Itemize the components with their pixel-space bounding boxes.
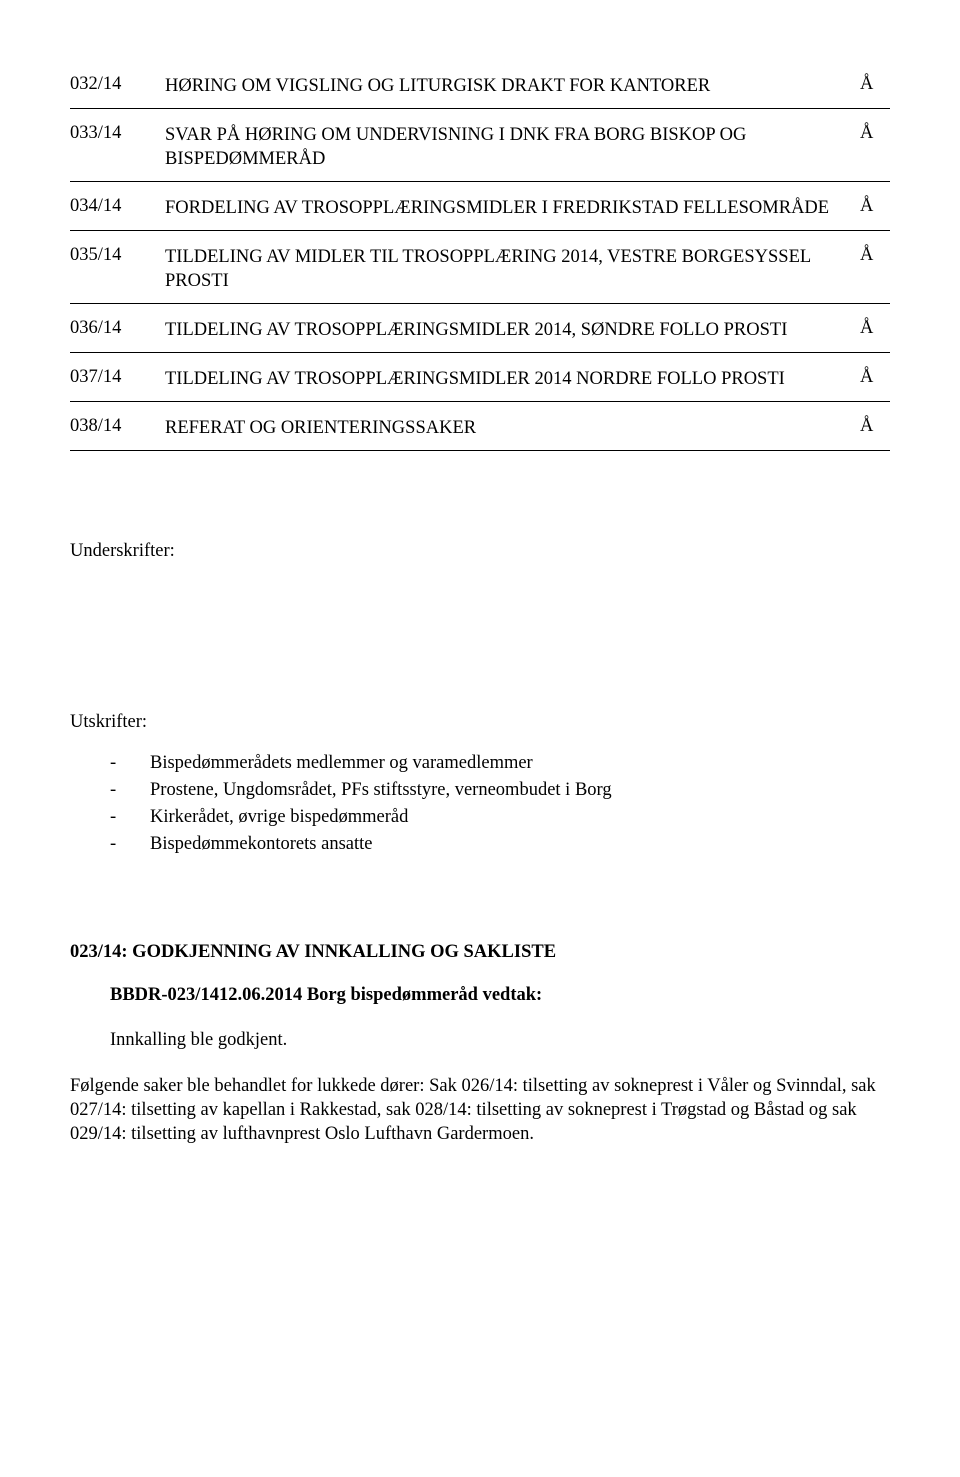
bullet-dash: -	[110, 778, 150, 803]
agenda-number: 038/14	[70, 416, 165, 440]
agenda-mark: Å	[860, 367, 890, 391]
agenda-number: 032/14	[70, 74, 165, 98]
agenda-number: 036/14	[70, 318, 165, 342]
agenda-title: TILDELING AV TROSOPPLÆRINGSMIDLER 2014, …	[165, 318, 860, 342]
agenda-mark: Å	[860, 416, 890, 440]
agenda-title: TILDELING AV MIDLER TIL TROSOPPLÆRING 20…	[165, 245, 860, 293]
agenda-mark: Å	[860, 196, 890, 220]
agenda-title: SVAR PÅ HØRING OM UNDERVISNING I DNK FRA…	[165, 123, 860, 171]
agenda-row: 037/14 TILDELING AV TROSOPPLÆRINGSMIDLER…	[70, 353, 890, 402]
list-item-text: Bispedømmerådets medlemmer og varamedlem…	[150, 751, 533, 776]
section-heading: 023/14: GODKJENNING AV INNKALLING OG SAK…	[70, 942, 890, 963]
agenda-number: 033/14	[70, 123, 165, 171]
agenda-number: 034/14	[70, 196, 165, 220]
bullet-dash: -	[110, 751, 150, 776]
agenda-row: 034/14 FORDELING AV TROSOPPLÆRINGSMIDLER…	[70, 182, 890, 231]
agenda-row: 036/14 TILDELING AV TROSOPPLÆRINGSMIDLER…	[70, 304, 890, 353]
agenda-mark: Å	[860, 74, 890, 98]
agenda-mark: Å	[860, 245, 890, 293]
list-item: - Bispedømmerådets medlemmer og varamedl…	[110, 751, 890, 776]
agenda-title: FORDELING AV TROSOPPLÆRINGSMIDLER I FRED…	[165, 196, 860, 220]
agenda-mark: Å	[860, 318, 890, 342]
utskrifter-list: - Bispedømmerådets medlemmer og varamedl…	[110, 751, 890, 857]
paragraph: Følgende saker ble behandlet for lukkede…	[70, 1074, 890, 1146]
list-item: - Kirkerådet, øvrige bispedømmeråd	[110, 805, 890, 830]
list-item-text: Kirkerådet, øvrige bispedømmeråd	[150, 805, 408, 830]
agenda-row: 032/14 HØRING OM VIGSLING OG LITURGISK D…	[70, 60, 890, 109]
agenda-mark: Å	[860, 123, 890, 171]
underskrifter-label: Underskrifter:	[70, 541, 890, 562]
utskrifter-label: Utskrifter:	[70, 712, 890, 733]
agenda-number: 037/14	[70, 367, 165, 391]
list-item: - Bispedømmekontorets ansatte	[110, 832, 890, 857]
bullet-dash: -	[110, 805, 150, 830]
agenda-row: 038/14 REFERAT OG ORIENTERINGSSAKER Å	[70, 402, 890, 451]
agenda-row: 035/14 TILDELING AV MIDLER TIL TROSOPPLÆ…	[70, 231, 890, 304]
list-item-text: Bispedømmekontorets ansatte	[150, 832, 372, 857]
agenda-title: HØRING OM VIGSLING OG LITURGISK DRAKT FO…	[165, 74, 860, 98]
section-subheading: BBDR-023/1412.06.2014 Borg bispedømmeråd…	[110, 985, 890, 1006]
agenda-title: TILDELING AV TROSOPPLÆRINGSMIDLER 2014 N…	[165, 367, 860, 391]
agenda-number: 035/14	[70, 245, 165, 293]
list-item: - Prostene, Ungdomsrådet, PFs stiftsstyr…	[110, 778, 890, 803]
paragraph: Innkalling ble godkjent.	[110, 1028, 890, 1052]
agenda-row: 033/14 SVAR PÅ HØRING OM UNDERVISNING I …	[70, 109, 890, 182]
agenda-title: REFERAT OG ORIENTERINGSSAKER	[165, 416, 860, 440]
bullet-dash: -	[110, 832, 150, 857]
list-item-text: Prostene, Ungdomsrådet, PFs stiftsstyre,…	[150, 778, 612, 803]
